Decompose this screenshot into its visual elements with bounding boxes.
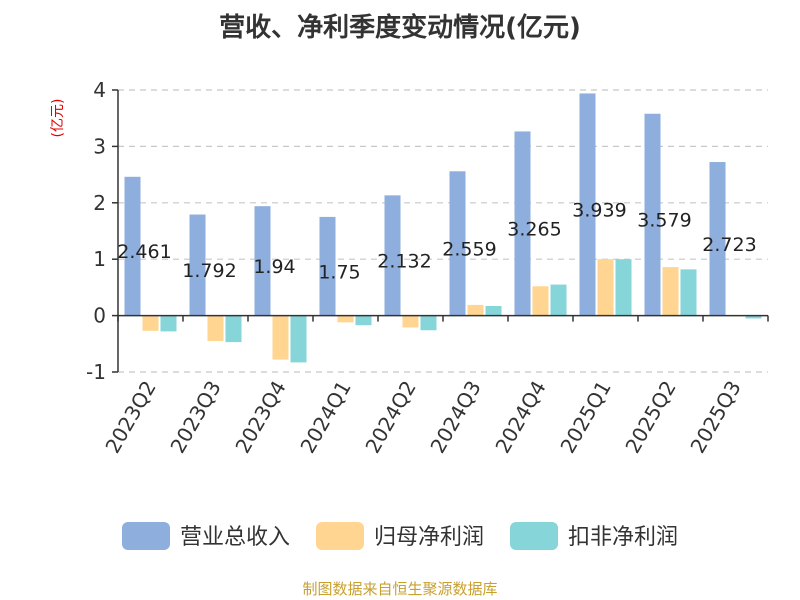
data-label: 1.75 (318, 261, 360, 283)
data-label: 3.265 (507, 219, 561, 241)
bar (189, 214, 206, 316)
data-label: 1.792 (182, 260, 236, 282)
x-tick-label: 2025Q3 (685, 377, 745, 458)
bar (615, 259, 632, 316)
bar (579, 93, 596, 316)
legend-label: 营业总收入 (180, 525, 290, 550)
chart-title: 营收、净利季度变动情况(亿元) (219, 12, 581, 43)
bar (644, 113, 661, 316)
y-tick-label: 0 (93, 304, 106, 328)
bar (272, 315, 289, 360)
data-labels: 2.461 1.792 1.94 1.75 2.132 2.559 3.265 3.939 3.… (117, 200, 756, 284)
bar (514, 131, 531, 316)
x-tick-label: 2024Q3 (425, 377, 485, 458)
bar (485, 306, 502, 316)
legend-swatch (122, 522, 170, 550)
bar (597, 259, 614, 316)
x-tick-label: 2023Q3 (165, 377, 225, 458)
data-label: 3.579 (637, 210, 691, 232)
bar (160, 315, 177, 332)
data-label: 2.723 (702, 234, 756, 256)
bar (680, 269, 697, 316)
legend: 营业总收入 归母净利润 扣非净利润 (122, 522, 678, 550)
x-tick-label: 2025Q2 (620, 377, 680, 458)
x-tick-label: 2024Q2 (360, 377, 420, 458)
source-note: 制图数据来自恒生聚源数据库 (302, 580, 497, 598)
x-tick-label: 2025Q1 (555, 377, 615, 458)
legend-swatch (316, 522, 364, 550)
legend-label: 扣非净利润 (568, 525, 678, 550)
x-tick-label: 2023Q2 (100, 377, 160, 458)
x-tick-label: 2024Q1 (295, 377, 355, 458)
legend-label: 归母净利润 (374, 525, 484, 550)
y-tick-label: -1 (86, 360, 106, 384)
data-label: 2.559 (442, 238, 496, 260)
y-tick-label: 1 (93, 247, 106, 271)
bar (467, 304, 484, 316)
y-tick-label: 3 (93, 134, 106, 158)
bar (319, 216, 336, 316)
data-label: 3.939 (572, 200, 626, 222)
bar (550, 284, 567, 316)
y-tick-label: 4 (93, 78, 106, 102)
bar (384, 195, 401, 316)
bar (124, 176, 141, 316)
bar (355, 315, 372, 326)
x-tick-label: 2023Q4 (230, 377, 290, 458)
bar (662, 267, 679, 316)
bar (142, 315, 159, 331)
x-tick-label: 2024Q4 (490, 377, 550, 458)
bar (420, 315, 437, 331)
data-label: 2.461 (117, 241, 171, 263)
bar (745, 315, 762, 319)
bar (290, 315, 307, 363)
data-label: 1.94 (253, 256, 295, 278)
legend-swatch (510, 522, 558, 550)
bar (254, 206, 271, 316)
data-label: 2.132 (377, 250, 431, 272)
bar (449, 171, 466, 316)
bar (709, 162, 726, 316)
bar (337, 315, 354, 323)
bar (532, 286, 549, 316)
bar (402, 315, 419, 328)
bars (124, 93, 762, 363)
y-axis-label: (亿元) (50, 99, 66, 138)
bar (225, 315, 242, 343)
y-tick-label: 2 (93, 191, 106, 215)
bar (207, 315, 224, 341)
